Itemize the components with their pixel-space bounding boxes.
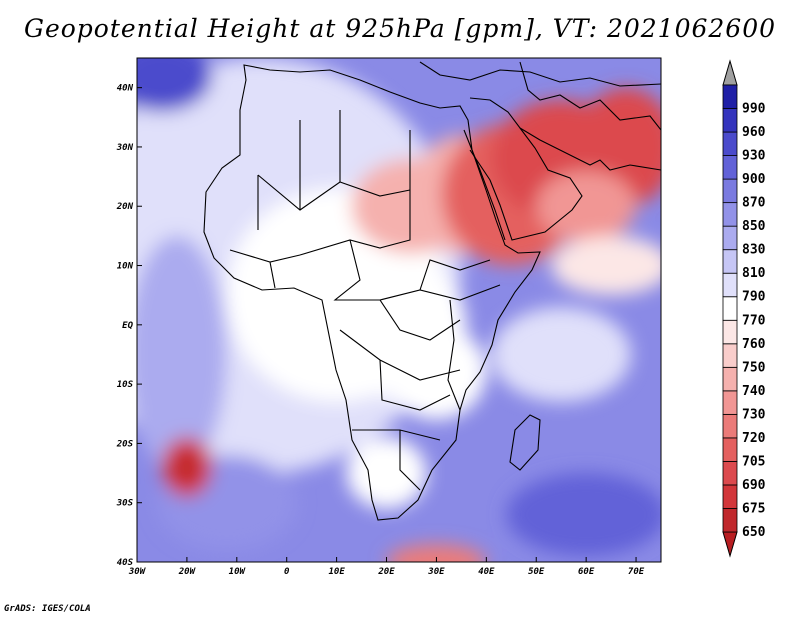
colorbar-label: 930 xyxy=(742,149,766,164)
lon-tick-label: 10W xyxy=(229,567,247,577)
lat-tick-label: 20S xyxy=(116,439,134,449)
colorbar-swatch xyxy=(722,319,738,345)
lat-tick-label: 10S xyxy=(117,380,134,390)
lat-tick-label: 10N xyxy=(117,262,134,272)
colorbar-swatch xyxy=(722,272,738,298)
colorbar-label: 870 xyxy=(742,196,766,211)
colorbar-label: 675 xyxy=(742,501,765,516)
lat-tick-label: 30S xyxy=(116,499,134,509)
map-title: Geopotential Height at 925hPa [gpm], VT:… xyxy=(23,14,777,43)
field-region xyxy=(137,235,227,474)
field-region xyxy=(346,437,427,509)
colorbar-swatch xyxy=(722,178,738,204)
field-region xyxy=(491,307,632,402)
lat-tick-label: 30N xyxy=(116,143,134,153)
colorbar-under-arrow xyxy=(722,531,738,558)
lat-tick-label: 40N xyxy=(117,84,134,94)
colorbar-label: 690 xyxy=(742,478,766,493)
colorbar-swatch xyxy=(722,249,738,274)
latitude-axis: 40N 30N 20N 10N EQ 10S 20S 30S 40S xyxy=(116,84,142,568)
colorbar-label: 900 xyxy=(742,172,766,187)
colorbar-label: 810 xyxy=(742,266,766,281)
lat-tick-label: 20N xyxy=(116,202,134,212)
height-field xyxy=(137,58,661,562)
field-region xyxy=(386,324,487,420)
field-region xyxy=(551,235,661,296)
lon-tick-label: 20W xyxy=(178,567,197,577)
colorbar-swatch xyxy=(722,390,738,415)
colorbar-over-arrow xyxy=(722,59,738,86)
colorbar-label: 740 xyxy=(742,384,766,399)
colorbar-swatch xyxy=(722,131,738,156)
field-region xyxy=(186,99,267,195)
africa-coastline xyxy=(203,64,541,521)
lon-tick-label: 30W xyxy=(128,567,147,577)
colorbar-label: 650 xyxy=(742,525,766,540)
colorbar-label: 990 xyxy=(742,102,766,117)
arabia-coastline xyxy=(469,97,583,241)
lon-tick-label: 10E xyxy=(328,567,345,577)
lat-tick-label: 40S xyxy=(117,558,134,568)
colorbar-label: 720 xyxy=(742,431,766,446)
plot-frame xyxy=(136,57,662,563)
lon-tick-label: 20E xyxy=(377,567,395,577)
field-region xyxy=(261,69,362,130)
colorbar-label: 750 xyxy=(742,360,766,375)
grads-credit: GrADS: IGES/COLA xyxy=(4,604,91,614)
colorbar-swatch xyxy=(722,84,738,109)
field-region xyxy=(536,170,637,242)
colorbar-swatch xyxy=(722,108,738,133)
madagascar-coastline xyxy=(509,414,541,471)
field-region xyxy=(174,452,200,482)
colorbar-label: 830 xyxy=(742,243,766,258)
colorbar-swatch xyxy=(722,437,738,462)
colorbar-swatch xyxy=(722,155,738,180)
colorbar-swatch xyxy=(722,202,738,227)
colorbar-label: 705 xyxy=(742,454,765,469)
lon-tick-label: 40E xyxy=(478,567,495,577)
country-borders xyxy=(203,61,661,521)
colorbar-swatch xyxy=(722,296,738,321)
lat-tick-label: EQ xyxy=(122,321,133,331)
colorbar-swatch xyxy=(722,225,738,251)
field-region xyxy=(386,544,487,562)
colorbar-swatch xyxy=(722,508,738,533)
colorbar: 650 675 690 705 720 730 740 750 760 770 790 810 830 8… xyxy=(722,59,766,558)
colorbar-swatch xyxy=(722,413,738,439)
colorbar-label: 850 xyxy=(742,219,766,234)
lon-tick-label: 70E xyxy=(628,567,645,577)
colorbar-swatch xyxy=(722,461,738,486)
colorbar-label: 960 xyxy=(742,125,766,140)
lon-tick-label: 30E xyxy=(427,567,445,577)
colorbar-swatch xyxy=(722,484,738,509)
lon-tick-label: 50E xyxy=(528,567,545,577)
field-region xyxy=(506,473,661,557)
colorbar-label: 760 xyxy=(742,337,766,352)
colorbar-swatch xyxy=(722,343,738,368)
colorbar-label: 770 xyxy=(742,313,766,328)
colorbar-swatch xyxy=(722,366,738,392)
lon-tick-label: 60E xyxy=(578,567,595,577)
colorbar-label: 790 xyxy=(742,290,766,305)
colorbar-label: 730 xyxy=(742,407,766,422)
field-region xyxy=(137,58,212,112)
longitude-axis: 30W 20W 10W 0 10E 20E 30E 40E 50E 60E 70E xyxy=(128,557,645,577)
lon-tick-label: 0 xyxy=(284,567,290,577)
